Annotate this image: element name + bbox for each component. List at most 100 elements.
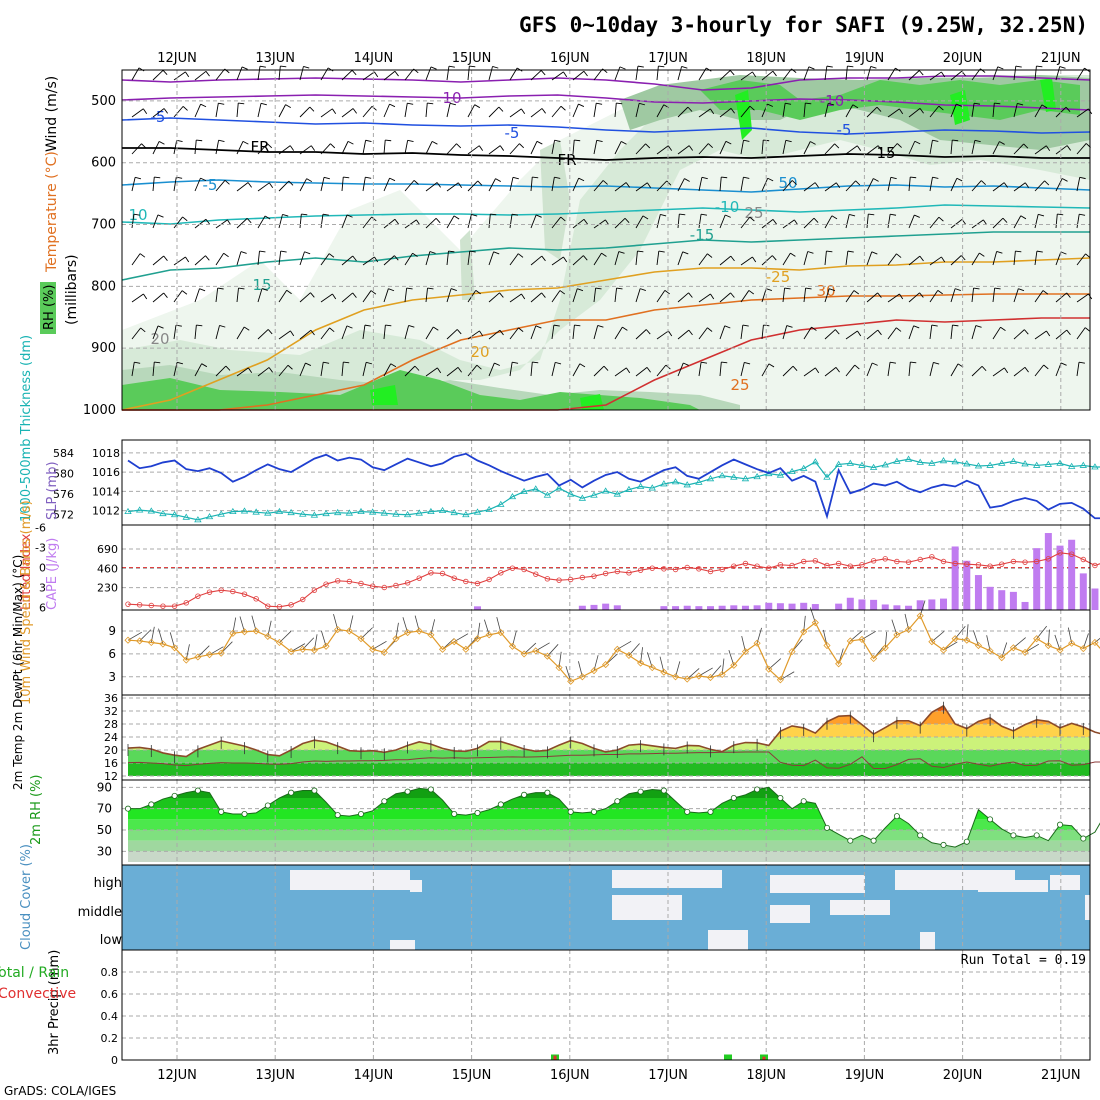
wind-barb — [551, 362, 556, 377]
wind-barb — [446, 329, 458, 340]
cape-bar — [753, 605, 761, 610]
wind-marker — [695, 672, 703, 680]
li-marker — [556, 577, 562, 583]
wind-marker — [124, 636, 132, 644]
wind-barb — [828, 102, 835, 106]
thickness-marker — [205, 513, 214, 520]
wind-barb — [1079, 176, 1086, 180]
wind-barb — [688, 329, 693, 336]
wind-marker — [928, 638, 936, 646]
wind-marker — [893, 631, 901, 639]
wind-marker — [252, 627, 260, 635]
tick-label: 1000 — [83, 403, 116, 418]
wind-barb — [908, 108, 921, 118]
wind-barb — [744, 361, 751, 365]
contour-label: -10 — [715, 198, 740, 216]
rh-marker — [730, 795, 737, 802]
wind-barb — [719, 325, 726, 340]
wind-barb — [679, 213, 686, 216]
wind-barb — [1013, 637, 1026, 649]
wind-barb — [240, 251, 247, 254]
wind-barb — [162, 69, 168, 76]
wind-marker — [450, 638, 458, 646]
wind-barb — [141, 143, 147, 149]
wind-barb — [866, 214, 869, 229]
wind-barb — [1076, 108, 1089, 118]
thickness-marker — [893, 457, 901, 464]
wind-barb — [808, 66, 815, 70]
temp-contour — [121, 179, 1091, 193]
wind-barb — [374, 71, 379, 78]
wind-barb — [771, 255, 777, 261]
wind-barb — [656, 290, 666, 303]
wind-barb — [992, 288, 996, 303]
wind-marker — [217, 649, 225, 657]
tick-label: 9 — [108, 624, 116, 638]
wind-barb — [154, 176, 161, 179]
wind-barb — [826, 65, 833, 68]
wind-barb — [152, 141, 160, 155]
temp-contour — [122, 147, 1090, 161]
wind-marker — [299, 645, 307, 653]
rh-marker — [148, 801, 155, 808]
wind-barb — [131, 143, 142, 155]
wind-barb — [541, 255, 546, 262]
tick-label: 584 — [53, 447, 74, 460]
top-date-label: 20JUN — [943, 51, 983, 66]
wind-marker — [1033, 635, 1041, 643]
wind-barb — [855, 180, 861, 186]
wind-barb — [320, 214, 324, 229]
wind-barb — [941, 71, 946, 78]
wind-barb — [1004, 367, 1009, 374]
wind-barb — [404, 68, 414, 81]
thickness-marker — [951, 458, 959, 465]
wind-barb — [488, 178, 496, 192]
wind-barb — [509, 293, 522, 303]
wind-barb — [698, 327, 708, 340]
wind-barb — [1034, 214, 1039, 229]
thickness-marker — [601, 487, 610, 494]
wind-barb — [278, 104, 286, 118]
wind-barb — [992, 217, 1004, 229]
wind-barb — [509, 214, 513, 229]
wind-barb — [618, 251, 625, 254]
wind-barb — [457, 182, 463, 189]
wind-barb — [404, 365, 416, 377]
thickness-marker — [846, 459, 855, 466]
wind-barb — [176, 361, 183, 365]
wind-marker — [404, 629, 412, 637]
wind-barb — [849, 213, 856, 217]
wind-barb — [279, 631, 292, 643]
li-marker — [393, 582, 399, 589]
thickness-marker — [310, 511, 319, 518]
wind-barb — [645, 329, 651, 335]
rh-band — [460, 140, 570, 300]
wind-barb — [320, 108, 333, 118]
wind-barb — [740, 177, 744, 192]
wind-barb — [374, 256, 379, 263]
wind-barb — [971, 325, 977, 340]
wind-barb — [280, 250, 287, 253]
wind-barb — [572, 140, 575, 155]
wind-barb — [553, 324, 560, 327]
li-marker — [766, 565, 772, 571]
contour-label: -5 — [505, 124, 520, 142]
thickness-marker — [392, 510, 400, 517]
wind-barb — [887, 143, 898, 155]
wind-barb — [352, 292, 357, 298]
wind-barb — [792, 365, 798, 371]
wind-barb — [365, 176, 372, 179]
thickness-marker — [555, 484, 563, 491]
contour-label: 10 — [442, 89, 461, 107]
wind-barb — [1079, 213, 1086, 216]
rh-marker — [404, 788, 411, 795]
wind-barb — [383, 363, 392, 377]
thickness-marker — [998, 459, 1006, 466]
wind-barb — [412, 252, 418, 257]
wind-barb — [383, 140, 386, 155]
wind-barb — [1062, 178, 1068, 182]
wind-barb — [1034, 104, 1043, 118]
wind-barb — [383, 70, 396, 81]
top-date-axis: 12JUN 13JUN 14JUN 15JUN 16JUN 17JUN 18JUN 19JUN… — [157, 51, 1080, 66]
